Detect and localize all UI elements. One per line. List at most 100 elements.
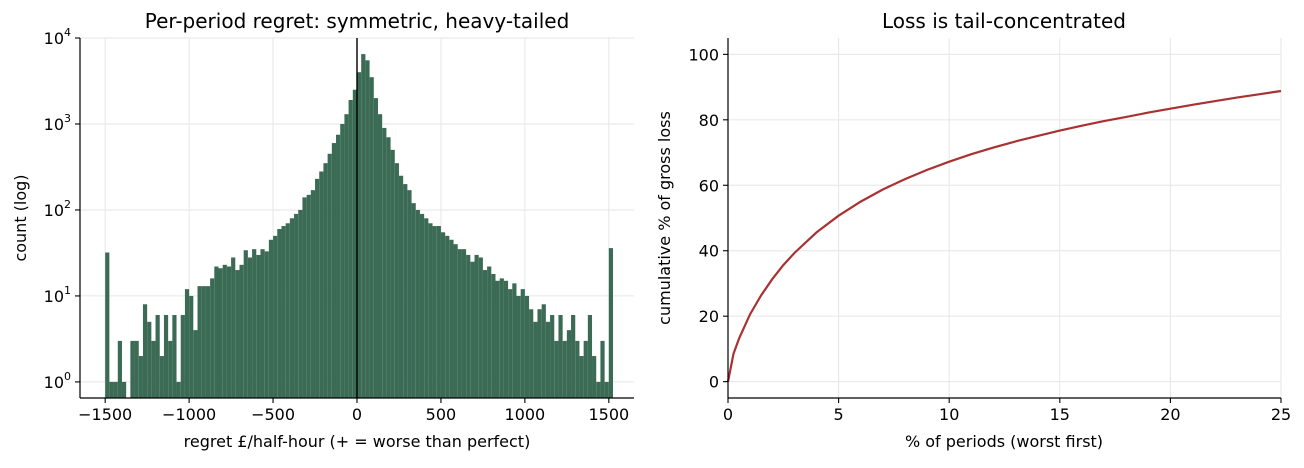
histogram-bar: [310, 190, 316, 398]
histogram-bar: [319, 171, 324, 398]
histogram-bar: [562, 340, 567, 398]
histogram-bar: [587, 315, 593, 398]
cumulative-axes: [727, 38, 1281, 399]
histogram-bar: [184, 289, 190, 398]
histogram-bar: [231, 257, 236, 398]
cumulative-x-label: % of periods (worst first): [905, 432, 1103, 451]
y-tick-label: 0: [709, 373, 719, 392]
histogram-bar: [226, 266, 232, 398]
histogram-bar: [289, 218, 295, 398]
histogram-bar: [105, 252, 110, 398]
histogram-bar: [168, 340, 173, 398]
y-tick-label: 80: [699, 111, 719, 130]
x-tick-label: 25: [1271, 405, 1291, 424]
histogram-bar: [193, 330, 198, 398]
histogram-bar: [382, 127, 387, 398]
y-tick-label: 104: [44, 26, 71, 48]
histogram-bar: [377, 114, 383, 398]
histogram-bar: [273, 235, 278, 398]
histogram-bar: [394, 163, 399, 398]
histogram-bar: [558, 315, 563, 398]
histogram-y-ticks: 100 101 102 103 104: [44, 26, 80, 392]
histogram-bar: [134, 340, 139, 398]
histogram-bar: [323, 163, 328, 398]
histogram-bar: [512, 283, 517, 398]
histogram-bar: [579, 356, 584, 398]
histogram-bar: [529, 309, 534, 398]
x-tick-label: 0: [723, 405, 733, 424]
histogram-bar: [524, 295, 530, 398]
histogram-bar: [457, 249, 462, 398]
histogram-bar: [239, 264, 244, 398]
histogram-bar: [340, 123, 345, 398]
histogram-bar: [365, 60, 370, 398]
histogram-bar: [348, 100, 353, 398]
histogram-bar: [499, 278, 504, 398]
histogram-bar: [520, 289, 525, 398]
cumulative-loss-panel: Loss is tail-concentrated 0 5 10 15 20 25 0 20…: [655, 9, 1291, 451]
histogram-bar: [235, 270, 240, 398]
histogram-bar: [592, 356, 597, 398]
histogram-bar: [398, 175, 404, 398]
histogram-bar: [113, 381, 118, 398]
y-tick-label: 100: [688, 45, 719, 64]
cumulative-title: Loss is tail-concentrated: [882, 9, 1126, 33]
cumulative-y-ticks: 0 20 40 60 80 100: [688, 45, 728, 392]
histogram-bar: [545, 321, 551, 398]
histogram-bar: [478, 257, 483, 398]
histogram-bar: [243, 250, 248, 398]
histogram-bar: [336, 134, 341, 398]
histogram-bar: [298, 209, 303, 398]
histogram-bars: [105, 54, 614, 399]
histogram-bar: [390, 149, 395, 398]
histogram-bar: [302, 197, 307, 398]
histogram-bar: [117, 340, 122, 398]
y-tick-label: 103: [44, 112, 71, 134]
cumulative-loss-line: [726, 89, 1282, 382]
x-tick-label: 20: [1160, 405, 1180, 424]
histogram-x-label: regret £/half-hour (+ = worse than perfe…: [184, 432, 531, 451]
histogram-bar: [256, 254, 261, 398]
histogram-bar: [482, 270, 488, 398]
histogram-bar: [159, 356, 164, 398]
x-tick-label: −1000: [162, 405, 216, 424]
y-tick-label: 20: [699, 307, 719, 326]
histogram-y-label: count (log): [11, 174, 30, 261]
histogram-bar: [138, 356, 143, 398]
histogram-bar: [285, 223, 290, 398]
histogram-bar: [344, 114, 349, 398]
histogram-bar: [583, 340, 588, 398]
histogram-bar: [147, 321, 152, 398]
histogram-bar: [176, 381, 181, 398]
histogram-bar: [151, 340, 156, 398]
histogram-bar: [432, 226, 437, 398]
histogram-bar: [503, 280, 509, 398]
histogram-bar: [163, 315, 169, 398]
histogram-bar: [550, 315, 555, 398]
histogram-bar: [424, 218, 429, 398]
histogram-bar: [428, 223, 433, 398]
histogram-bar: [294, 213, 299, 398]
histogram-bar: [172, 315, 177, 398]
histogram-bar: [361, 54, 366, 399]
histogram-bar: [445, 235, 450, 398]
histogram-bar: [281, 226, 286, 398]
histogram-bar: [155, 315, 160, 398]
y-tick-label: 100: [44, 370, 71, 392]
histogram-bar: [180, 315, 185, 398]
histogram-bar: [306, 194, 311, 398]
x-tick-label: 500: [426, 405, 457, 424]
histogram-bar: [386, 137, 391, 399]
histogram-bar: [222, 264, 227, 398]
x-tick-label: 10: [939, 405, 959, 424]
x-tick-label: 1500: [588, 405, 629, 424]
histogram-bar: [533, 321, 538, 398]
histogram-bar: [142, 304, 148, 398]
x-tick-label: −1500: [78, 405, 132, 424]
histogram-bar: [373, 98, 378, 398]
y-tick-label: 101: [44, 284, 71, 306]
cumulative-y-label: cumulative % of gross loss: [655, 111, 674, 325]
histogram-bar: [214, 266, 219, 398]
histogram-bar: [415, 209, 420, 398]
